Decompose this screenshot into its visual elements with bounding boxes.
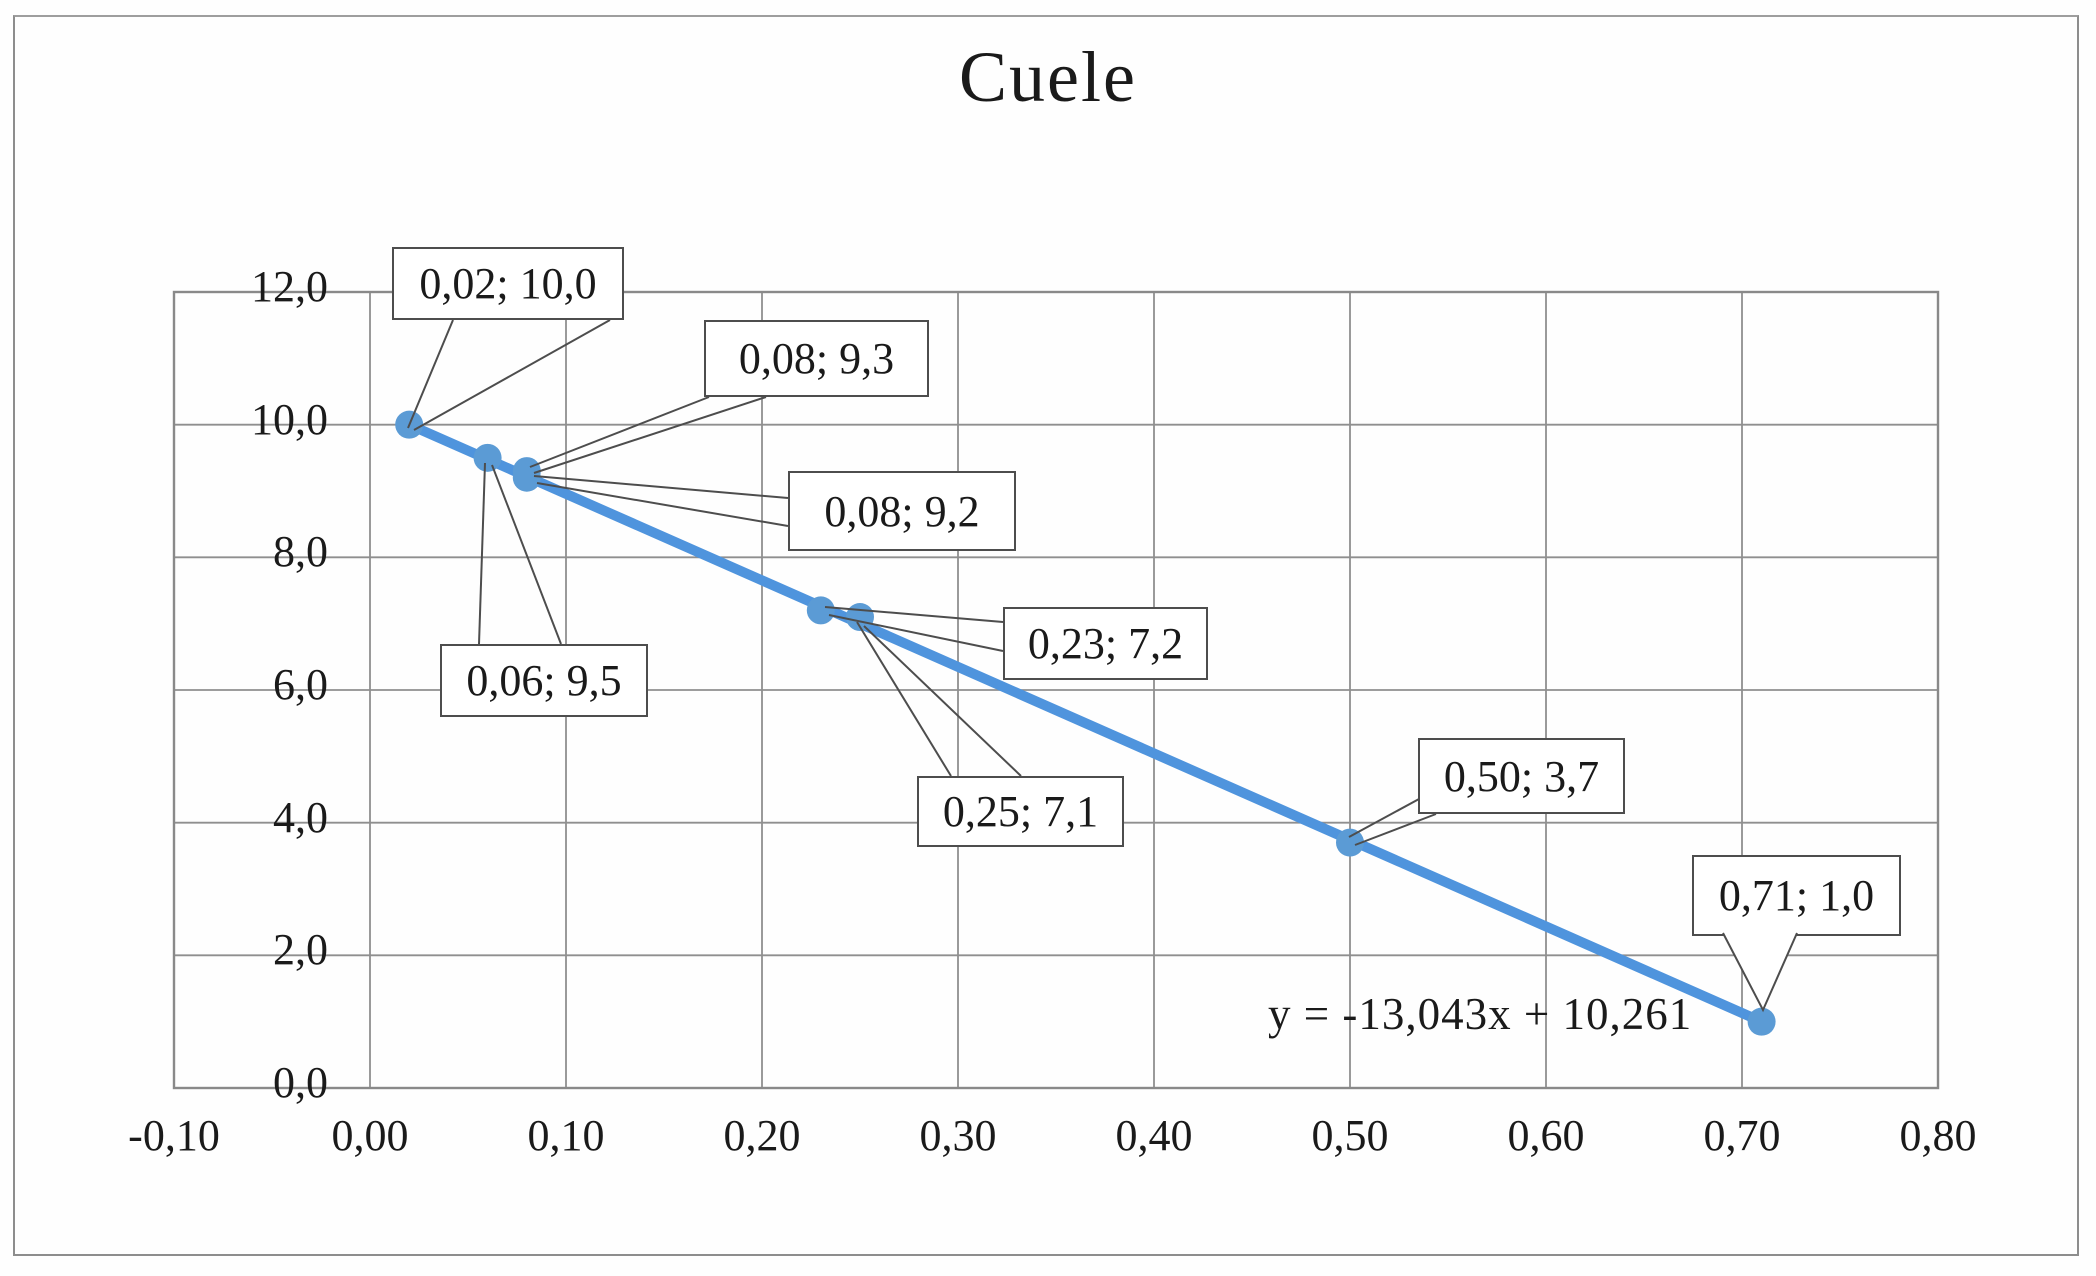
x-tick-label: 0,60 [1507,1111,1585,1160]
data-label-text: 0,08; 9,2 [824,486,980,536]
x-tick-label: 0,40 [1115,1111,1193,1160]
data-point [473,443,502,472]
y-tick-label: 6,0 [273,660,328,709]
data-label-text: 0,08; 9,3 [738,334,895,383]
data-point [395,410,424,439]
data-label-callout: 0,06; 9,5 [440,644,648,717]
y-tick-label: 2,0 [273,925,328,975]
data-label-text: 0,06; 9,5 [466,656,622,705]
data-point [512,463,541,492]
x-tick-label: 0,00 [331,1111,409,1160]
data-label-callout: 0,08; 9,2 [788,471,1016,551]
y-tick-label: 10,0 [251,394,328,444]
data-label-text: 0,71; 1,0 [1718,871,1875,920]
plot-area-frame [172,290,1940,1090]
y-tick-label: 12,0 [251,262,328,311]
data-point [806,596,835,625]
x-tick-label: 0,50 [1311,1111,1389,1160]
data-label-callout: 0,02; 10,0 [392,247,624,320]
chart-frame-border [13,15,2079,1256]
trendline-equation: y = -13,043x + 10,261 [1268,989,1693,1039]
x-tick-label: 0,30 [919,1111,997,1160]
data-label-callout: 0,71; 1,0 [1692,855,1901,936]
x-tick-label: -0,10 [128,1111,220,1160]
x-tick-label: 0,20 [723,1111,801,1160]
trendline [404,419,1767,1027]
x-tick-label: 0,80 [1899,1111,1977,1160]
chart-title: Cuele [959,37,1137,117]
data-label-callout: 0,23; 7,2 [1003,607,1208,680]
data-label-callout: 0,50; 3,7 [1418,738,1625,814]
y-tick-label: 0,0 [273,1058,328,1107]
x-tick-label: 0,70 [1703,1111,1781,1160]
data-label-text: 0,02; 10,0 [419,259,597,308]
y-tick-label: 4,0 [273,792,328,842]
data-series [395,410,1776,1036]
data-label-callout: 0,08; 9,3 [704,320,929,397]
data-label-text: 0,25; 7,1 [942,787,1099,836]
x-tick-label: 0,10 [527,1111,605,1160]
data-point [1747,1007,1776,1036]
gridlines [172,290,1940,1090]
data-label-text: 0,23; 7,2 [1027,619,1184,668]
data-label-callout: 0,25; 7,1 [917,776,1124,847]
data-point [846,603,874,632]
y-tick-label: 8,0 [273,527,328,577]
data-label-text: 0,50; 3,7 [1443,751,1600,801]
data-point [1336,828,1364,857]
